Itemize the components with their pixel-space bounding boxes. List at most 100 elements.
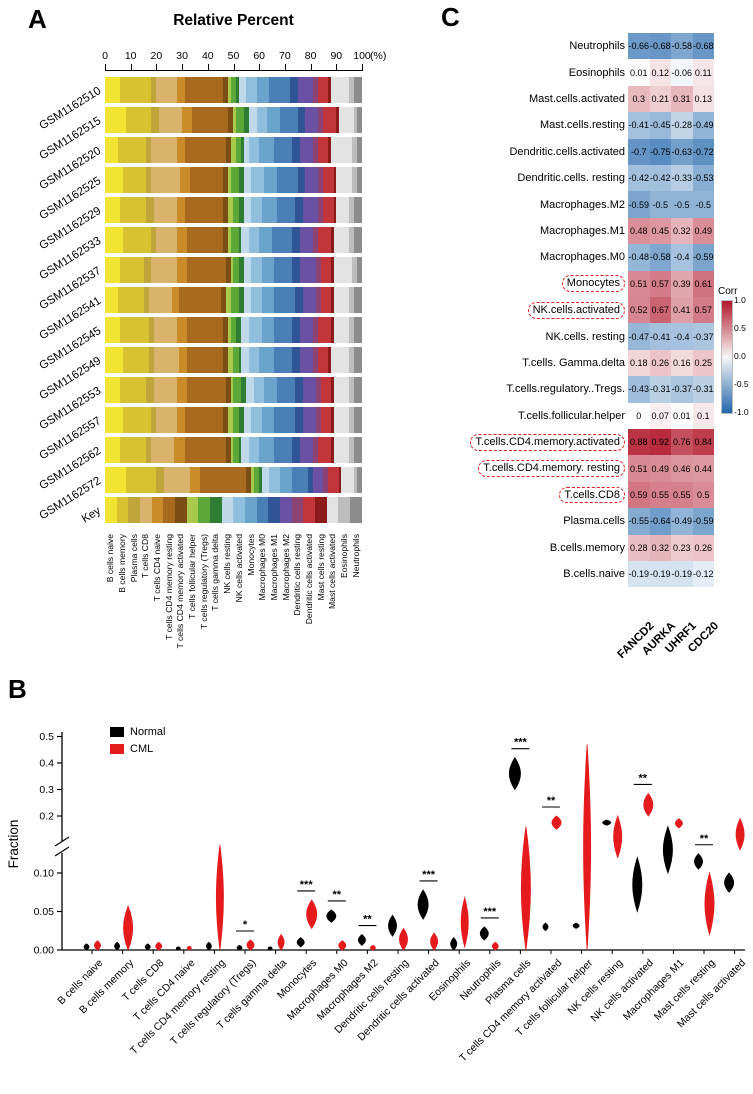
bar-segment bbox=[156, 407, 177, 433]
colorbar-tick-label: 0.5 bbox=[734, 323, 746, 333]
violin-normal bbox=[724, 872, 735, 893]
bar-segment bbox=[330, 377, 334, 403]
bar-segment bbox=[235, 77, 239, 103]
heatmap-row-label-text: T.cells.regulatory..Tregs. bbox=[506, 383, 625, 396]
bar-segment bbox=[117, 137, 147, 163]
heatmap-cell: 0.01 bbox=[628, 59, 650, 86]
bar-segment bbox=[315, 407, 321, 433]
heatmap-row-label: T.cells. Gamma.delta bbox=[440, 350, 625, 376]
heatmap-cell: 0.28 bbox=[628, 534, 650, 561]
heatmap-cell: -0.31 bbox=[692, 376, 714, 403]
heatmap-cell: -0.53 bbox=[692, 165, 714, 192]
bar-segment bbox=[105, 377, 121, 403]
bar-segment bbox=[151, 167, 180, 193]
bar-segment bbox=[235, 137, 242, 163]
bar-segment bbox=[243, 167, 252, 193]
bar-segment bbox=[248, 137, 260, 163]
legend-swatch-normal bbox=[110, 727, 124, 737]
bar-segment bbox=[259, 137, 275, 163]
stacked-bar bbox=[105, 377, 362, 403]
heatmap-cell: -0.64 bbox=[649, 508, 671, 535]
bar-segment bbox=[336, 167, 352, 193]
bar-segment bbox=[248, 227, 260, 253]
heatmap-cell: 0.45 bbox=[649, 217, 671, 245]
bar-segment bbox=[156, 227, 177, 253]
bar-segment bbox=[292, 137, 301, 163]
heatmap-cell: 0.57 bbox=[649, 270, 671, 297]
violin-normal bbox=[662, 825, 673, 875]
bar-segment bbox=[356, 257, 362, 283]
heatmap-row-label: T.cells.regulatory..Tregs. bbox=[440, 376, 625, 402]
bar-segment bbox=[323, 107, 337, 133]
bar-segment bbox=[251, 167, 265, 193]
bar-segment bbox=[341, 467, 355, 493]
panel-b-plot: Fraction 0.000.050.100.20.30.40.5*******… bbox=[6, 731, 745, 957]
celltype-label: Plasma cells bbox=[128, 534, 139, 583]
bar-segment bbox=[300, 227, 314, 253]
sig-stars: *** bbox=[514, 737, 528, 749]
bar-segment bbox=[269, 77, 290, 103]
bar-segment bbox=[243, 287, 252, 313]
sample-label: GSM1162541 bbox=[0, 285, 103, 342]
stacked-bar bbox=[105, 107, 362, 133]
violin-normal bbox=[572, 922, 580, 929]
colorbar-tick-label: -0.5 bbox=[734, 379, 749, 389]
bar-segment bbox=[105, 437, 121, 463]
bar-segment bbox=[264, 377, 278, 403]
bar-segment bbox=[187, 227, 224, 253]
bar-segment bbox=[292, 257, 301, 283]
heatmap-cell: 0.59 bbox=[628, 481, 650, 509]
bar-segment bbox=[279, 467, 293, 493]
bar-segment bbox=[246, 377, 254, 403]
bar-segment bbox=[151, 77, 157, 103]
heatmap-cell: -0.37 bbox=[692, 323, 714, 350]
heatmap-cell: -0.4 bbox=[671, 323, 693, 350]
bar-segment bbox=[264, 167, 278, 193]
bar-segment bbox=[348, 287, 355, 313]
violin-normal bbox=[144, 943, 151, 951]
heatmap-cell: -0.19 bbox=[649, 561, 671, 588]
bar-segment bbox=[261, 197, 278, 223]
bar-segment bbox=[116, 497, 129, 523]
bar-segment bbox=[230, 377, 234, 403]
bar-segment bbox=[261, 407, 275, 433]
axis-tick-label: 10 bbox=[124, 50, 137, 62]
bar-segment bbox=[256, 497, 269, 523]
bar-segment bbox=[200, 467, 247, 493]
heatmap-cell: 0.3 bbox=[628, 85, 650, 113]
bar-segment bbox=[176, 257, 188, 283]
bar-segment bbox=[354, 227, 362, 253]
bar-segment bbox=[230, 287, 239, 313]
bar-segment bbox=[176, 137, 185, 163]
bar-segment bbox=[105, 77, 121, 103]
bar-segment bbox=[146, 167, 152, 193]
sample-label: GSM1162525 bbox=[0, 165, 103, 222]
heatmap-row-label-text: Eosinophils bbox=[568, 66, 625, 79]
bar-segment bbox=[238, 407, 244, 433]
heatmap-cell: -0.19 bbox=[671, 561, 693, 588]
bar-segment bbox=[198, 497, 211, 523]
celltype-label: NK cells resting bbox=[222, 534, 233, 594]
bar-segment bbox=[356, 137, 362, 163]
heatmap-cell: 0.49 bbox=[649, 455, 671, 482]
heatmap-cell: -0.68 bbox=[692, 33, 714, 60]
stacked-bar bbox=[105, 137, 362, 163]
axis-unit-label: (%) bbox=[370, 50, 387, 62]
bar-segment bbox=[243, 407, 252, 433]
heatmap-cell: -0.66 bbox=[628, 33, 650, 60]
bar-segment bbox=[338, 107, 355, 133]
heatmap-row-label: Dendritic.cells. resting bbox=[440, 165, 625, 191]
bar-segment bbox=[105, 227, 123, 253]
violin-cml bbox=[338, 940, 347, 951]
bar-segment bbox=[233, 407, 239, 433]
heatmap-row-label-text: T.cells. Gamma.delta bbox=[522, 356, 625, 369]
colorbar-tick-label: 1.0 bbox=[734, 295, 746, 305]
bar-segment bbox=[356, 107, 362, 133]
bar-segment bbox=[238, 347, 242, 373]
panel-b-legend: Normal CML bbox=[110, 726, 165, 760]
violin-normal bbox=[175, 946, 181, 951]
bar-segment bbox=[318, 137, 329, 163]
violin-normal bbox=[694, 853, 703, 870]
heatmap-cell: 0.46 bbox=[671, 455, 693, 482]
celltype-label: Neutrophils bbox=[350, 534, 361, 578]
